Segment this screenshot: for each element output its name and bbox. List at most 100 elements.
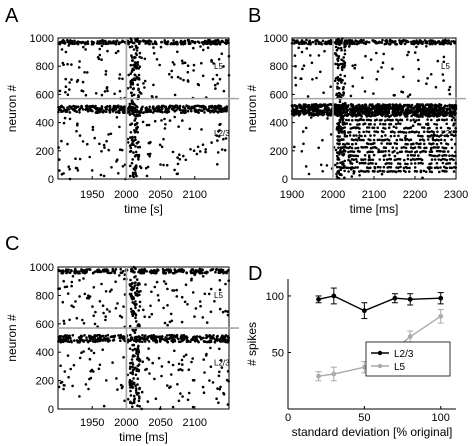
data-point [361,364,367,370]
spike-dot [134,312,137,316]
spike-dot [171,150,175,154]
spike-dot [90,169,94,172]
spike-dot [382,158,386,162]
spike-dot [173,115,176,119]
spike-dot [135,287,139,290]
spike-dot [159,163,162,166]
spike-dot [182,334,186,337]
spike-dot [156,268,160,272]
spike-dot [207,107,211,110]
spike-dot [196,145,200,149]
spike-dot [381,150,385,153]
spike-dot [333,79,337,82]
spike-dot [68,177,72,181]
spike-dot [173,93,177,97]
spike-dot [170,107,174,111]
spike-dot [179,336,183,339]
spike-dot [154,41,158,44]
spike-dot [61,300,65,304]
spike-dot [175,288,178,292]
spike-dot [64,50,68,54]
spike-dot [450,146,454,150]
spike-dot [172,339,175,343]
spike-dot [105,87,109,90]
spike-dot [173,349,176,353]
spike-dot [433,134,437,137]
spike-dot [177,269,181,273]
spike-dot [373,111,376,114]
spike-dot [350,119,354,122]
spike-dot [375,146,378,150]
spike-dot [73,339,76,342]
spike-dot [136,346,140,350]
spike-dot [134,293,138,297]
spike-dot [135,349,138,353]
spike-dot [134,389,138,393]
spike-dot [338,108,341,111]
spike-dot [422,108,425,112]
spike-dot [61,340,64,343]
spike-dot [138,55,141,59]
spike-dot [121,77,124,81]
spike-dot [294,83,298,87]
spike-dot [184,353,188,357]
spike-dot [438,154,441,157]
spike-dot [452,130,456,134]
spike-dot [137,76,140,80]
spike-dot [441,73,445,76]
spike-dot [72,363,76,367]
spike-dot [377,148,380,151]
spike-dot [73,42,76,45]
spike-dot [397,134,400,138]
spike-dot [411,106,414,110]
spike-dot [340,68,344,72]
spike-dot [92,106,96,109]
spike-dot [350,175,354,178]
spike-dot [128,378,132,382]
spike-dot [404,131,408,134]
spike-dot [181,395,184,398]
y-tick-label: 600 [270,89,288,101]
spike-dot [172,39,175,42]
spike-dot [225,40,229,44]
spike-dot [170,75,174,79]
spike-dot [156,294,160,297]
spike-dot [72,104,75,108]
spike-dot [134,171,137,174]
spike-dot [402,75,405,79]
spike-dot [300,106,303,110]
spike-dot [129,131,133,134]
spike-dot [217,130,220,133]
spike-dot [445,158,449,162]
spike-dot [143,340,147,343]
spike-dot [413,158,417,161]
spike-dot [130,94,134,97]
spike-dot [120,271,124,274]
spike-dot [350,154,354,157]
spike-dot [335,48,339,52]
spike-dot [207,109,210,112]
spike-dot [225,105,229,108]
spike-dot [89,369,92,373]
spike-dot [224,137,228,140]
spike-dot [405,39,409,43]
spike-dot [371,104,374,107]
spike-dot [176,172,179,175]
spike-dot [68,318,71,322]
spike-dot [404,110,407,114]
spike-dot [158,63,161,67]
spike-dot [421,42,424,46]
spike-dot [450,115,454,118]
spike-dot [444,41,448,45]
spike-dot [185,271,188,274]
spike-dot [413,51,417,54]
spike-dot [292,42,296,45]
spike-dot [220,148,224,151]
spike-dot [445,122,449,126]
spike-dot [88,339,91,343]
spike-dot [371,111,374,114]
spike-dot [108,339,111,342]
spike-dot [118,89,122,93]
spike-dot [130,122,134,125]
spike-dot [404,134,408,138]
